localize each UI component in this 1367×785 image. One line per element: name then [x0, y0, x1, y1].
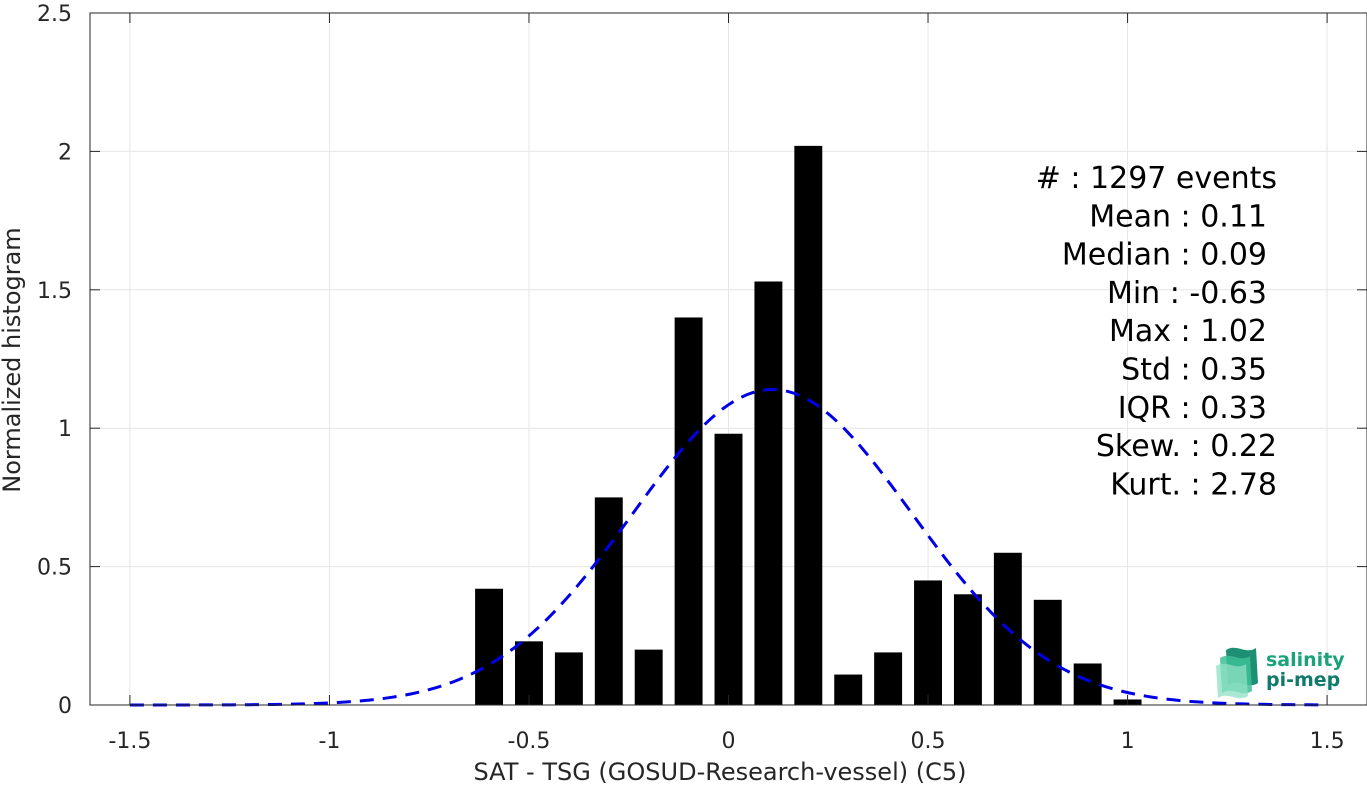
x-tick-label: 0 — [722, 729, 736, 754]
histogram-bar — [794, 145, 823, 705]
logo-line-1: salinity — [1266, 649, 1345, 671]
stats-line: IQR : 0.33 — [1118, 391, 1267, 426]
y-axis-title: Normalized histogram — [0, 227, 26, 492]
logo-wave-icon — [1216, 647, 1258, 699]
stats-line: Std : 0.35 — [1121, 353, 1267, 388]
stats-line: Skew. : 0.22 — [1096, 429, 1277, 464]
x-tick-label: 0.5 — [911, 729, 946, 754]
bars — [475, 145, 1142, 705]
histogram-bar — [475, 588, 504, 705]
histogram-bar — [1073, 663, 1102, 705]
stats-line: Median : 0.09 — [1062, 238, 1267, 273]
histogram-bar — [874, 652, 903, 705]
histogram-bar — [674, 317, 703, 705]
histogram-bar — [953, 594, 982, 705]
y-tick-label: 1.5 — [37, 279, 72, 304]
y-tick-label: 2.5 — [37, 2, 72, 27]
logo-line-2: pi-mep — [1266, 669, 1340, 691]
histogram-bar — [754, 281, 783, 705]
y-tick-label: 0.5 — [37, 556, 72, 581]
axis-ticks — [90, 12, 1367, 706]
stats-line: Min : -0.63 — [1107, 276, 1267, 311]
x-tick-labels: -1.5 -1 -0.5 0 0.5 1 1.5 — [108, 729, 1344, 754]
y-tick-label: 2 — [58, 140, 72, 165]
histogram-bar — [834, 674, 863, 705]
x-axis-title: SAT - TSG (GOSUD-Research-vessel) (C5) — [474, 758, 967, 785]
x-tick-label: -0.5 — [508, 729, 551, 754]
x-tick-label: 1 — [1121, 729, 1135, 754]
histogram-bar — [634, 649, 663, 705]
stats-line: Max : 1.02 — [1109, 314, 1267, 349]
stats-line: Kurt. : 2.78 — [1110, 467, 1277, 502]
histogram-bar — [914, 580, 942, 705]
stats-line: Mean : 0.11 — [1089, 199, 1267, 234]
gaussian-fit-curve — [129, 388, 1328, 707]
x-tick-label: -1 — [318, 729, 340, 754]
y-tick-label: 1 — [58, 417, 72, 442]
histogram-bar — [714, 433, 743, 705]
stats-line: # : 1297 events — [1036, 161, 1277, 196]
x-tick-label: -1.5 — [108, 729, 151, 754]
histogram-bar — [554, 652, 583, 705]
x-tick-label: 1.5 — [1310, 729, 1345, 754]
histogram-bar — [594, 497, 623, 705]
histogram-bar — [515, 641, 543, 705]
salinity-pimep-logo: salinity pi-mep — [1216, 647, 1345, 699]
y-tick-labels: 0 0.5 1 1.5 2 2.5 — [37, 2, 72, 719]
y-tick-label: 0 — [58, 694, 72, 719]
histogram-bar — [1033, 599, 1062, 705]
